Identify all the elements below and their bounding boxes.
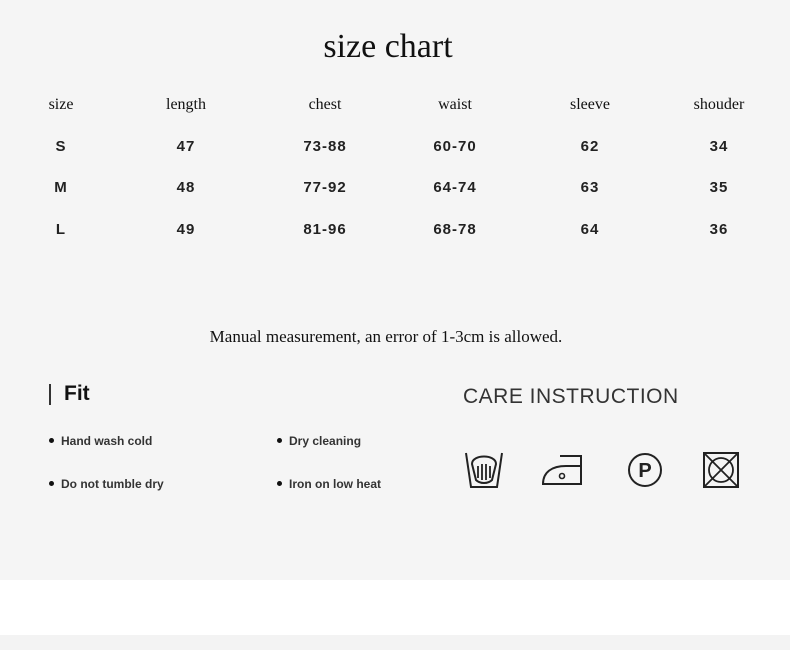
table-cell: L <box>55 221 67 238</box>
table-cell: 49 <box>176 221 196 238</box>
fit-item: Do not tumble dry <box>49 477 164 491</box>
column-header: shouder <box>693 96 745 113</box>
divider-band <box>0 580 790 635</box>
table-cell: 34 <box>709 138 729 155</box>
table-cell: 81-96 <box>303 221 347 238</box>
table-cell: 47 <box>176 138 196 155</box>
table-cell: 64 <box>580 221 600 238</box>
dry-clean-p-icon: P <box>628 453 662 487</box>
column-header: chest <box>308 96 342 113</box>
fit-accent-bar <box>49 384 51 405</box>
table-cell: 62 <box>580 138 600 155</box>
column-header: waist <box>438 96 472 113</box>
table-cell: 73-88 <box>303 138 347 155</box>
measurement-note: Manual measurement, an error of 1-3cm is… <box>209 327 563 346</box>
table-cell: 64-74 <box>433 179 477 196</box>
column-header: size <box>48 96 74 113</box>
table-cell: 63 <box>580 179 600 196</box>
size-chart-panel <box>0 0 790 580</box>
table-cell: 60-70 <box>433 138 477 155</box>
do-not-tumble-dry-icon <box>703 452 739 488</box>
table-cell: M <box>54 179 68 196</box>
care-heading: CARE INSTRUCTION <box>463 385 679 408</box>
table-cell: S <box>55 138 67 155</box>
svg-text:P: P <box>638 460 651 482</box>
fit-item: Iron on low heat <box>277 477 381 491</box>
table-cell: 36 <box>709 221 729 238</box>
column-header: sleeve <box>570 96 610 113</box>
page-title: size chart <box>323 28 453 65</box>
table-cell: 68-78 <box>433 221 477 238</box>
fit-heading: Fit <box>64 382 90 405</box>
fit-item: Dry cleaning <box>277 434 361 448</box>
table-cell: 77-92 <box>303 179 347 196</box>
iron-low-heat-icon <box>541 455 582 485</box>
table-cell: 35 <box>709 179 729 196</box>
fit-item: Hand wash cold <box>49 434 152 448</box>
hand-wash-icon <box>465 452 503 488</box>
column-header: length <box>166 96 206 113</box>
table-cell: 48 <box>176 179 196 196</box>
